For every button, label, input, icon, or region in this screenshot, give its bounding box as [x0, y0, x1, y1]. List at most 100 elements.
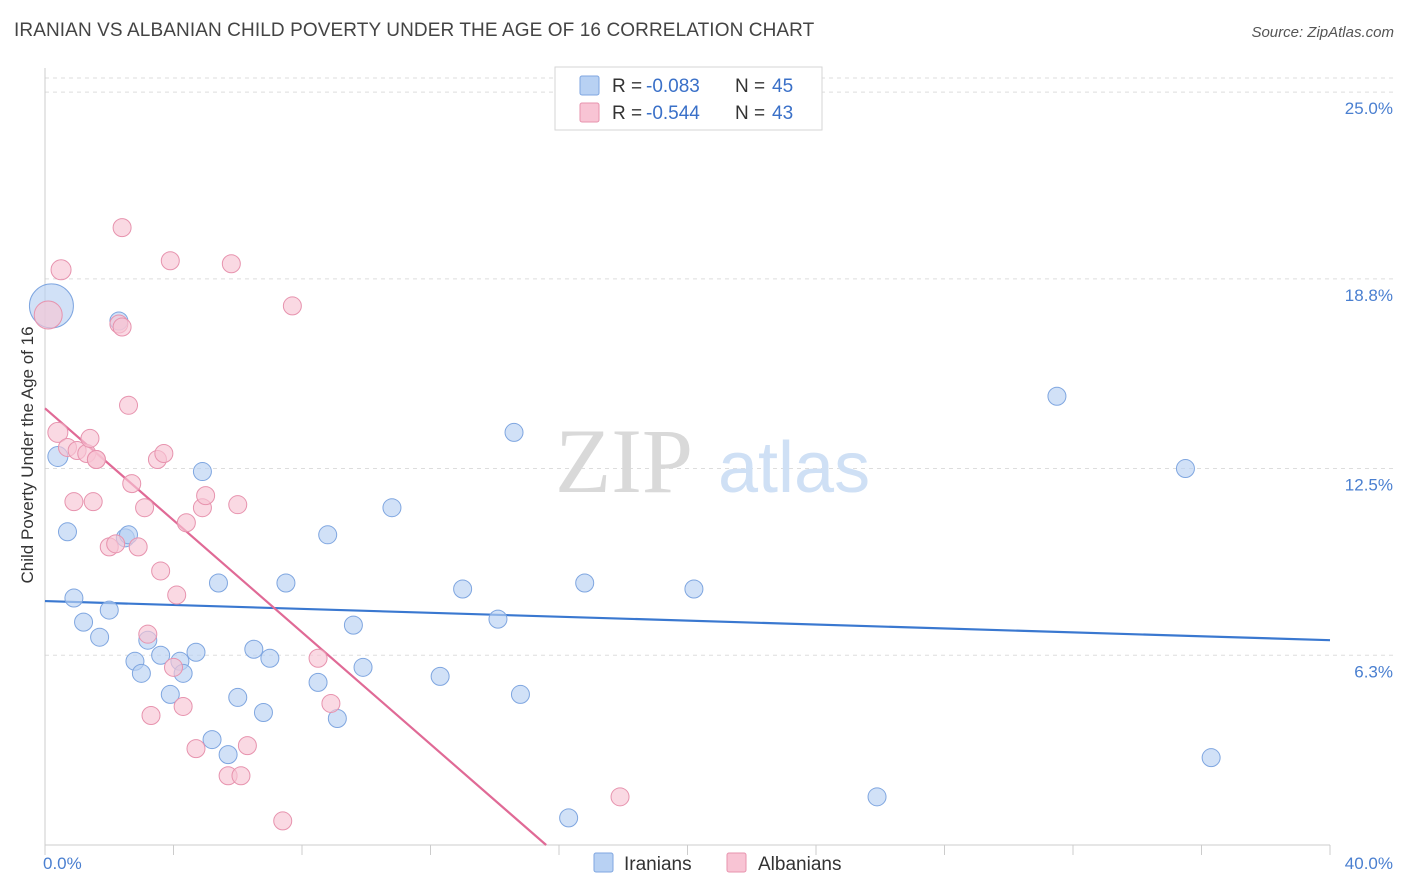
- point-iranians-38: [559, 808, 579, 828]
- point-iranians-18: [192, 462, 212, 482]
- point-iranians-44: [1201, 748, 1221, 768]
- point-albanians-37: [282, 296, 302, 316]
- point-albanians-0: [33, 300, 63, 330]
- legend-r-value-albanians: -0.544: [646, 103, 700, 124]
- point-iranians-3: [64, 588, 84, 608]
- data-points: [28, 218, 1221, 831]
- point-iranians-31: [353, 657, 373, 677]
- point-albanians-7: [80, 428, 100, 448]
- point-albanians-39: [321, 693, 341, 713]
- point-iranians-22: [228, 687, 248, 707]
- point-albanians-12: [112, 317, 132, 337]
- point-iranians-34: [453, 579, 473, 599]
- legend-n-label-iranians: N =: [735, 76, 765, 97]
- watermark: ZIP atlas: [555, 410, 870, 512]
- legend-n-value-iranians: 45: [772, 76, 793, 97]
- point-albanians-38: [308, 648, 328, 668]
- source-note: Source: ZipAtlas.com: [1251, 24, 1394, 41]
- point-iranians-2: [57, 522, 77, 542]
- bottom-legend-swatch-albanians: [726, 852, 747, 873]
- point-iranians-37: [510, 684, 530, 704]
- point-albanians-22: [151, 561, 171, 581]
- point-iranians-14: [160, 684, 180, 704]
- bottom-legend: Iranians Albanians: [593, 852, 841, 875]
- point-iranians-20: [208, 573, 228, 593]
- legend-n-value-albanians: 43: [772, 103, 793, 124]
- point-iranians-39: [575, 573, 595, 593]
- trend-line-iranians: [44, 599, 1331, 642]
- watermark-zip: ZIP: [555, 410, 693, 512]
- point-albanians-4: [64, 492, 84, 512]
- y-tick-label-3: 25.0%: [1345, 99, 1393, 118]
- point-iranians-28: [318, 525, 338, 545]
- point-iranians-36: [504, 422, 524, 442]
- y-tick-label-1: 12.5%: [1345, 476, 1393, 495]
- point-iranians-24: [253, 702, 273, 722]
- point-iranians-32: [382, 498, 402, 518]
- point-iranians-6: [99, 600, 119, 620]
- point-albanians-36: [273, 811, 293, 831]
- legend-n-label-albanians: N =: [735, 103, 765, 124]
- point-iranians-23: [244, 639, 264, 659]
- chart-title: IRANIAN VS ALBANIAN CHILD POVERTY UNDER …: [14, 20, 815, 41]
- point-albanians-32: [221, 254, 241, 274]
- point-albanians-15: [119, 395, 139, 415]
- point-albanians-28: [186, 739, 206, 759]
- point-albanians-1: [47, 421, 69, 443]
- legend-swatch-albanians: [579, 102, 600, 123]
- point-iranians-33: [430, 666, 450, 686]
- point-iranians-35: [488, 609, 508, 629]
- x-tick-label-0: 0.0%: [43, 854, 82, 873]
- point-albanians-40: [610, 787, 630, 807]
- point-iranians-11: [131, 663, 151, 683]
- point-iranians-30: [343, 615, 363, 635]
- point-albanians-25: [167, 585, 187, 605]
- trend-line-albanians: [44, 407, 547, 846]
- point-albanians-26: [173, 696, 193, 716]
- bottom-legend-swatch-iranians: [593, 852, 614, 873]
- x-tick-label-1: 40.0%: [1345, 854, 1393, 873]
- point-iranians-27: [308, 672, 328, 692]
- tick-labels: 6.3% 12.5% 18.8% 25.0% 0.0% 40.0%: [43, 99, 1393, 873]
- point-albanians-27: [176, 513, 196, 533]
- point-iranians-17: [186, 642, 206, 662]
- y-tick-label-0: 6.3%: [1354, 662, 1393, 681]
- point-albanians-14: [112, 218, 132, 238]
- point-iranians-26: [276, 573, 296, 593]
- bottom-legend-label-albanians: Albanians: [758, 854, 841, 875]
- y-axis-label: Child Poverty Under the Age of 16: [18, 326, 37, 583]
- legend-r-label-iranians: R =: [612, 76, 642, 97]
- point-albanians-41: [164, 657, 183, 677]
- legend-r-label-albanians: R =: [612, 103, 642, 124]
- point-iranians-40: [684, 579, 704, 599]
- point-albanians-17: [128, 537, 148, 557]
- point-iranians-5: [90, 627, 110, 647]
- point-iranians-43: [1175, 459, 1195, 479]
- point-albanians-18: [135, 498, 155, 518]
- point-albanians-23: [154, 443, 174, 463]
- point-albanians-13: [106, 534, 126, 554]
- point-albanians-2: [50, 259, 72, 281]
- point-albanians-16: [122, 474, 142, 494]
- legend-r-value-iranians: -0.083: [646, 76, 700, 97]
- point-albanians-8: [83, 492, 103, 512]
- point-albanians-24: [160, 251, 180, 271]
- point-albanians-34: [231, 766, 251, 786]
- point-iranians-42: [1047, 386, 1067, 406]
- point-iranians-19: [202, 730, 222, 750]
- point-iranians-13: [151, 645, 171, 665]
- bottom-legend-label-iranians: Iranians: [624, 854, 692, 875]
- legend-swatch-iranians: [579, 75, 600, 96]
- y-tick-label-2: 18.8%: [1345, 286, 1393, 305]
- watermark-atlas: atlas: [718, 428, 870, 508]
- point-albanians-42: [86, 450, 106, 470]
- grid-lines: [45, 77, 1396, 656]
- point-albanians-30: [196, 486, 216, 506]
- point-albanians-20: [141, 706, 161, 725]
- point-albanians-19: [138, 624, 158, 644]
- axes: [44, 68, 1331, 855]
- point-iranians-25: [260, 648, 280, 668]
- legend-box: R = -0.083 N = 45 R = -0.544 N = 43: [554, 66, 823, 131]
- point-albanians-33: [228, 495, 248, 515]
